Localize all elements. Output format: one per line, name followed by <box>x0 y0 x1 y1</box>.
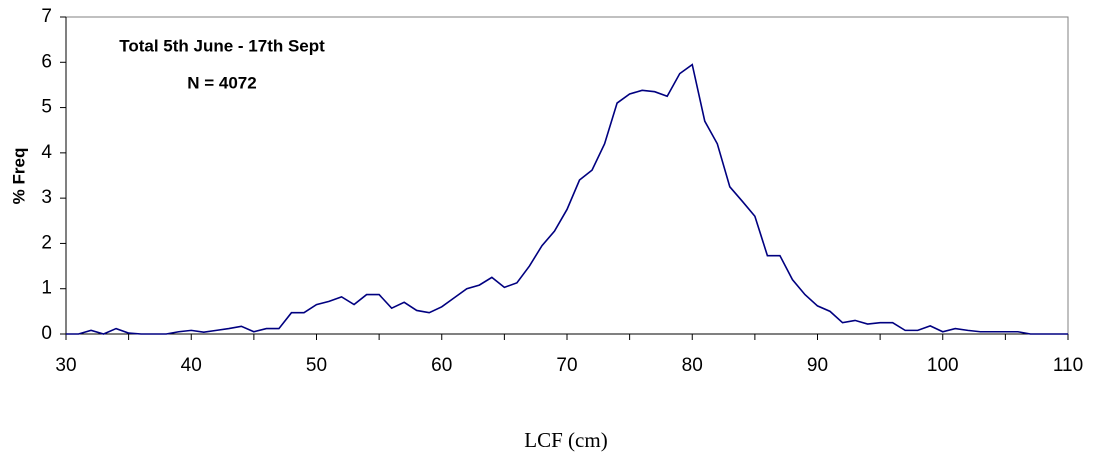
y-tick-label: 4 <box>41 142 52 163</box>
x-tick-label: 100 <box>927 355 959 376</box>
x-tick-label: 60 <box>431 355 452 376</box>
annotation: N = 4072 <box>187 73 256 92</box>
x-tick-label: 40 <box>181 355 202 376</box>
y-axis-label: % Freq <box>9 148 28 205</box>
x-tick-label: 90 <box>807 355 828 376</box>
data-line <box>66 63 1068 335</box>
y-tick-label: 6 <box>41 51 52 72</box>
x-tick-label: 110 <box>1053 355 1083 376</box>
plot-frame <box>65 16 1069 335</box>
x-tick-label: 50 <box>306 355 327 376</box>
x-tick-label: 30 <box>55 355 76 376</box>
y-tick-label: 5 <box>41 97 52 118</box>
y-tick-label: 3 <box>41 187 52 208</box>
y-tick-label: 0 <box>41 323 52 344</box>
x-tick-label: 70 <box>556 355 577 376</box>
x-tick-label: 80 <box>682 355 703 376</box>
y-tick-label: 7 <box>41 6 52 27</box>
y-tick-label: 2 <box>41 232 52 253</box>
x-axis-label: LCF (cm) <box>524 428 607 452</box>
annotation: Total 5th June - 17th Sept <box>119 36 325 55</box>
y-tick-label: 1 <box>41 278 52 299</box>
